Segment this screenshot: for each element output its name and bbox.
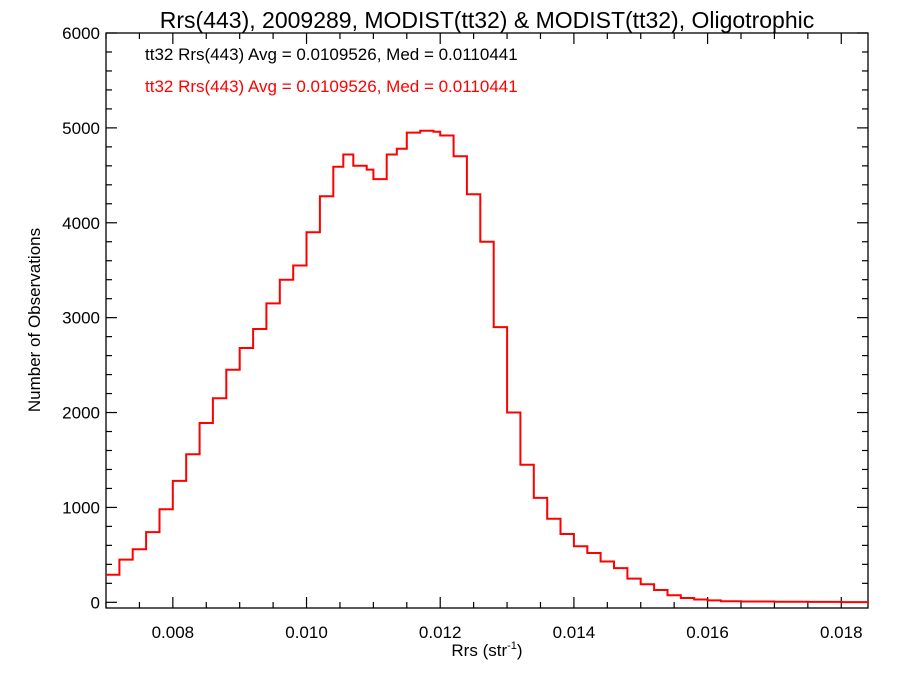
x-tick-label: 0.016 xyxy=(686,623,729,642)
y-tick-label: 4000 xyxy=(62,214,100,233)
x-tick-label: 0.018 xyxy=(820,623,863,642)
plot-frame xyxy=(105,32,869,609)
x-axis-label: Rrs (str-1) xyxy=(451,640,522,660)
x-axis-label-suffix: ) xyxy=(517,641,523,660)
x-tick-label: 0.010 xyxy=(285,623,328,642)
y-tick-label: 2000 xyxy=(62,404,100,423)
histogram-series-line xyxy=(106,129,869,604)
x-tick-label: 0.014 xyxy=(553,623,596,642)
x-axis-label-main: Rrs (str xyxy=(451,641,507,660)
x-tick-label: 0.012 xyxy=(419,623,462,642)
y-tick-label: 6000 xyxy=(62,24,100,43)
y-axis-label: Number of Observations xyxy=(25,228,44,412)
annotation-black: tt32 Rrs(443) Avg = 0.0109526, Med = 0.0… xyxy=(145,45,518,64)
y-tick-label: 0 xyxy=(91,593,100,612)
annotations: tt32 Rrs(443) Avg = 0.0109526, Med = 0.0… xyxy=(145,45,518,96)
x-axis: 0.008 0.010 0.012 0.014 0.016 0.018 xyxy=(105,33,863,642)
y-tick-label: 1000 xyxy=(62,498,100,517)
annotation-red: tt32 Rrs(443) Avg = 0.0109526, Med = 0.0… xyxy=(145,77,518,96)
chart-title: Rrs(443), 2009289, MODIST(tt32) & MODIST… xyxy=(160,7,814,33)
x-axis-label-sup: -1 xyxy=(507,640,517,652)
x-tick-label: 0.008 xyxy=(152,623,195,642)
y-axis: 0 1000 2000 3000 4000 5000 6000 xyxy=(62,24,868,612)
y-tick-label: 3000 xyxy=(62,309,100,328)
series-layer xyxy=(106,129,869,604)
y-tick-label: 5000 xyxy=(62,119,100,138)
